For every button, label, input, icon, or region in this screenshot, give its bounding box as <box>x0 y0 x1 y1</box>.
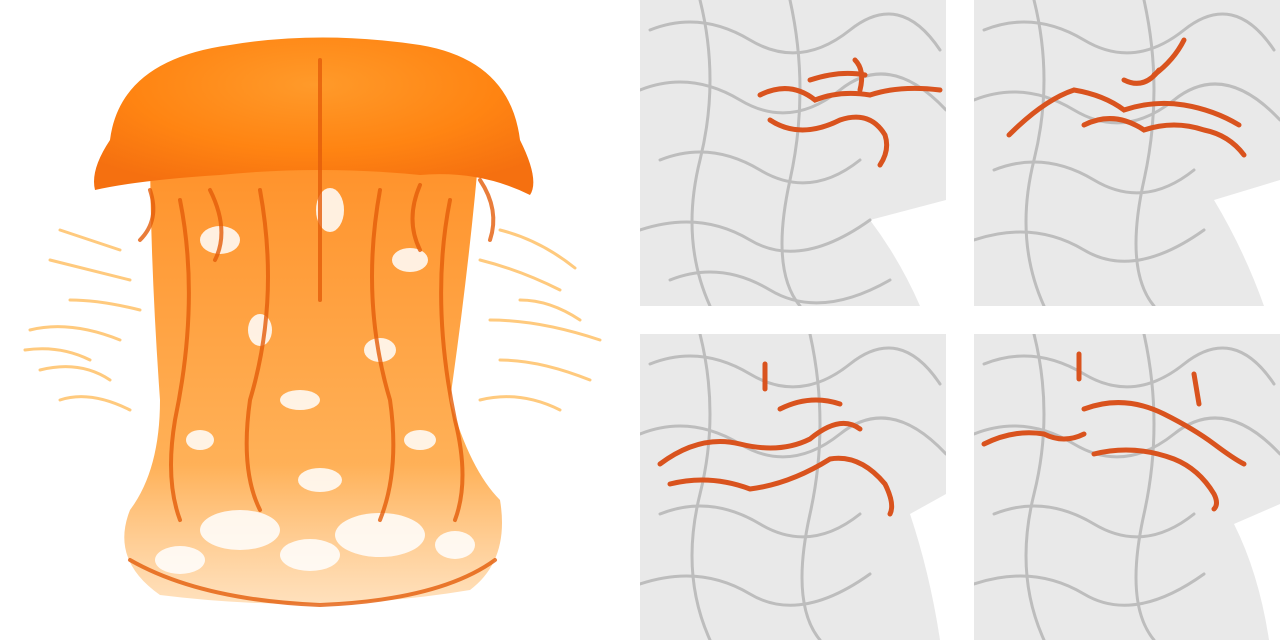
surface-image-top-left <box>640 0 946 306</box>
wing-left <box>23 228 142 412</box>
surface-image-top-right <box>974 0 1280 306</box>
volume-rendering-panel <box>0 0 630 640</box>
plume-holes <box>155 188 475 574</box>
surface-panel-top-left <box>640 0 946 306</box>
plume-cap <box>94 37 534 195</box>
volume-rendering-image <box>23 37 602 608</box>
highlighted-feature <box>1006 37 1247 158</box>
surface-panel-bottom-right <box>974 334 1280 640</box>
highlighted-feature <box>981 351 1247 512</box>
surface-image-bottom-left <box>640 334 946 640</box>
surface-image-bottom-right <box>974 334 1280 640</box>
surface-panel-bottom-left <box>640 334 946 640</box>
plume-tendrils <box>128 58 497 608</box>
highlighted-feature <box>757 57 943 168</box>
wing-right <box>478 228 602 412</box>
surface-panel-top-right <box>974 0 1280 306</box>
highlighted-feature <box>657 361 895 517</box>
